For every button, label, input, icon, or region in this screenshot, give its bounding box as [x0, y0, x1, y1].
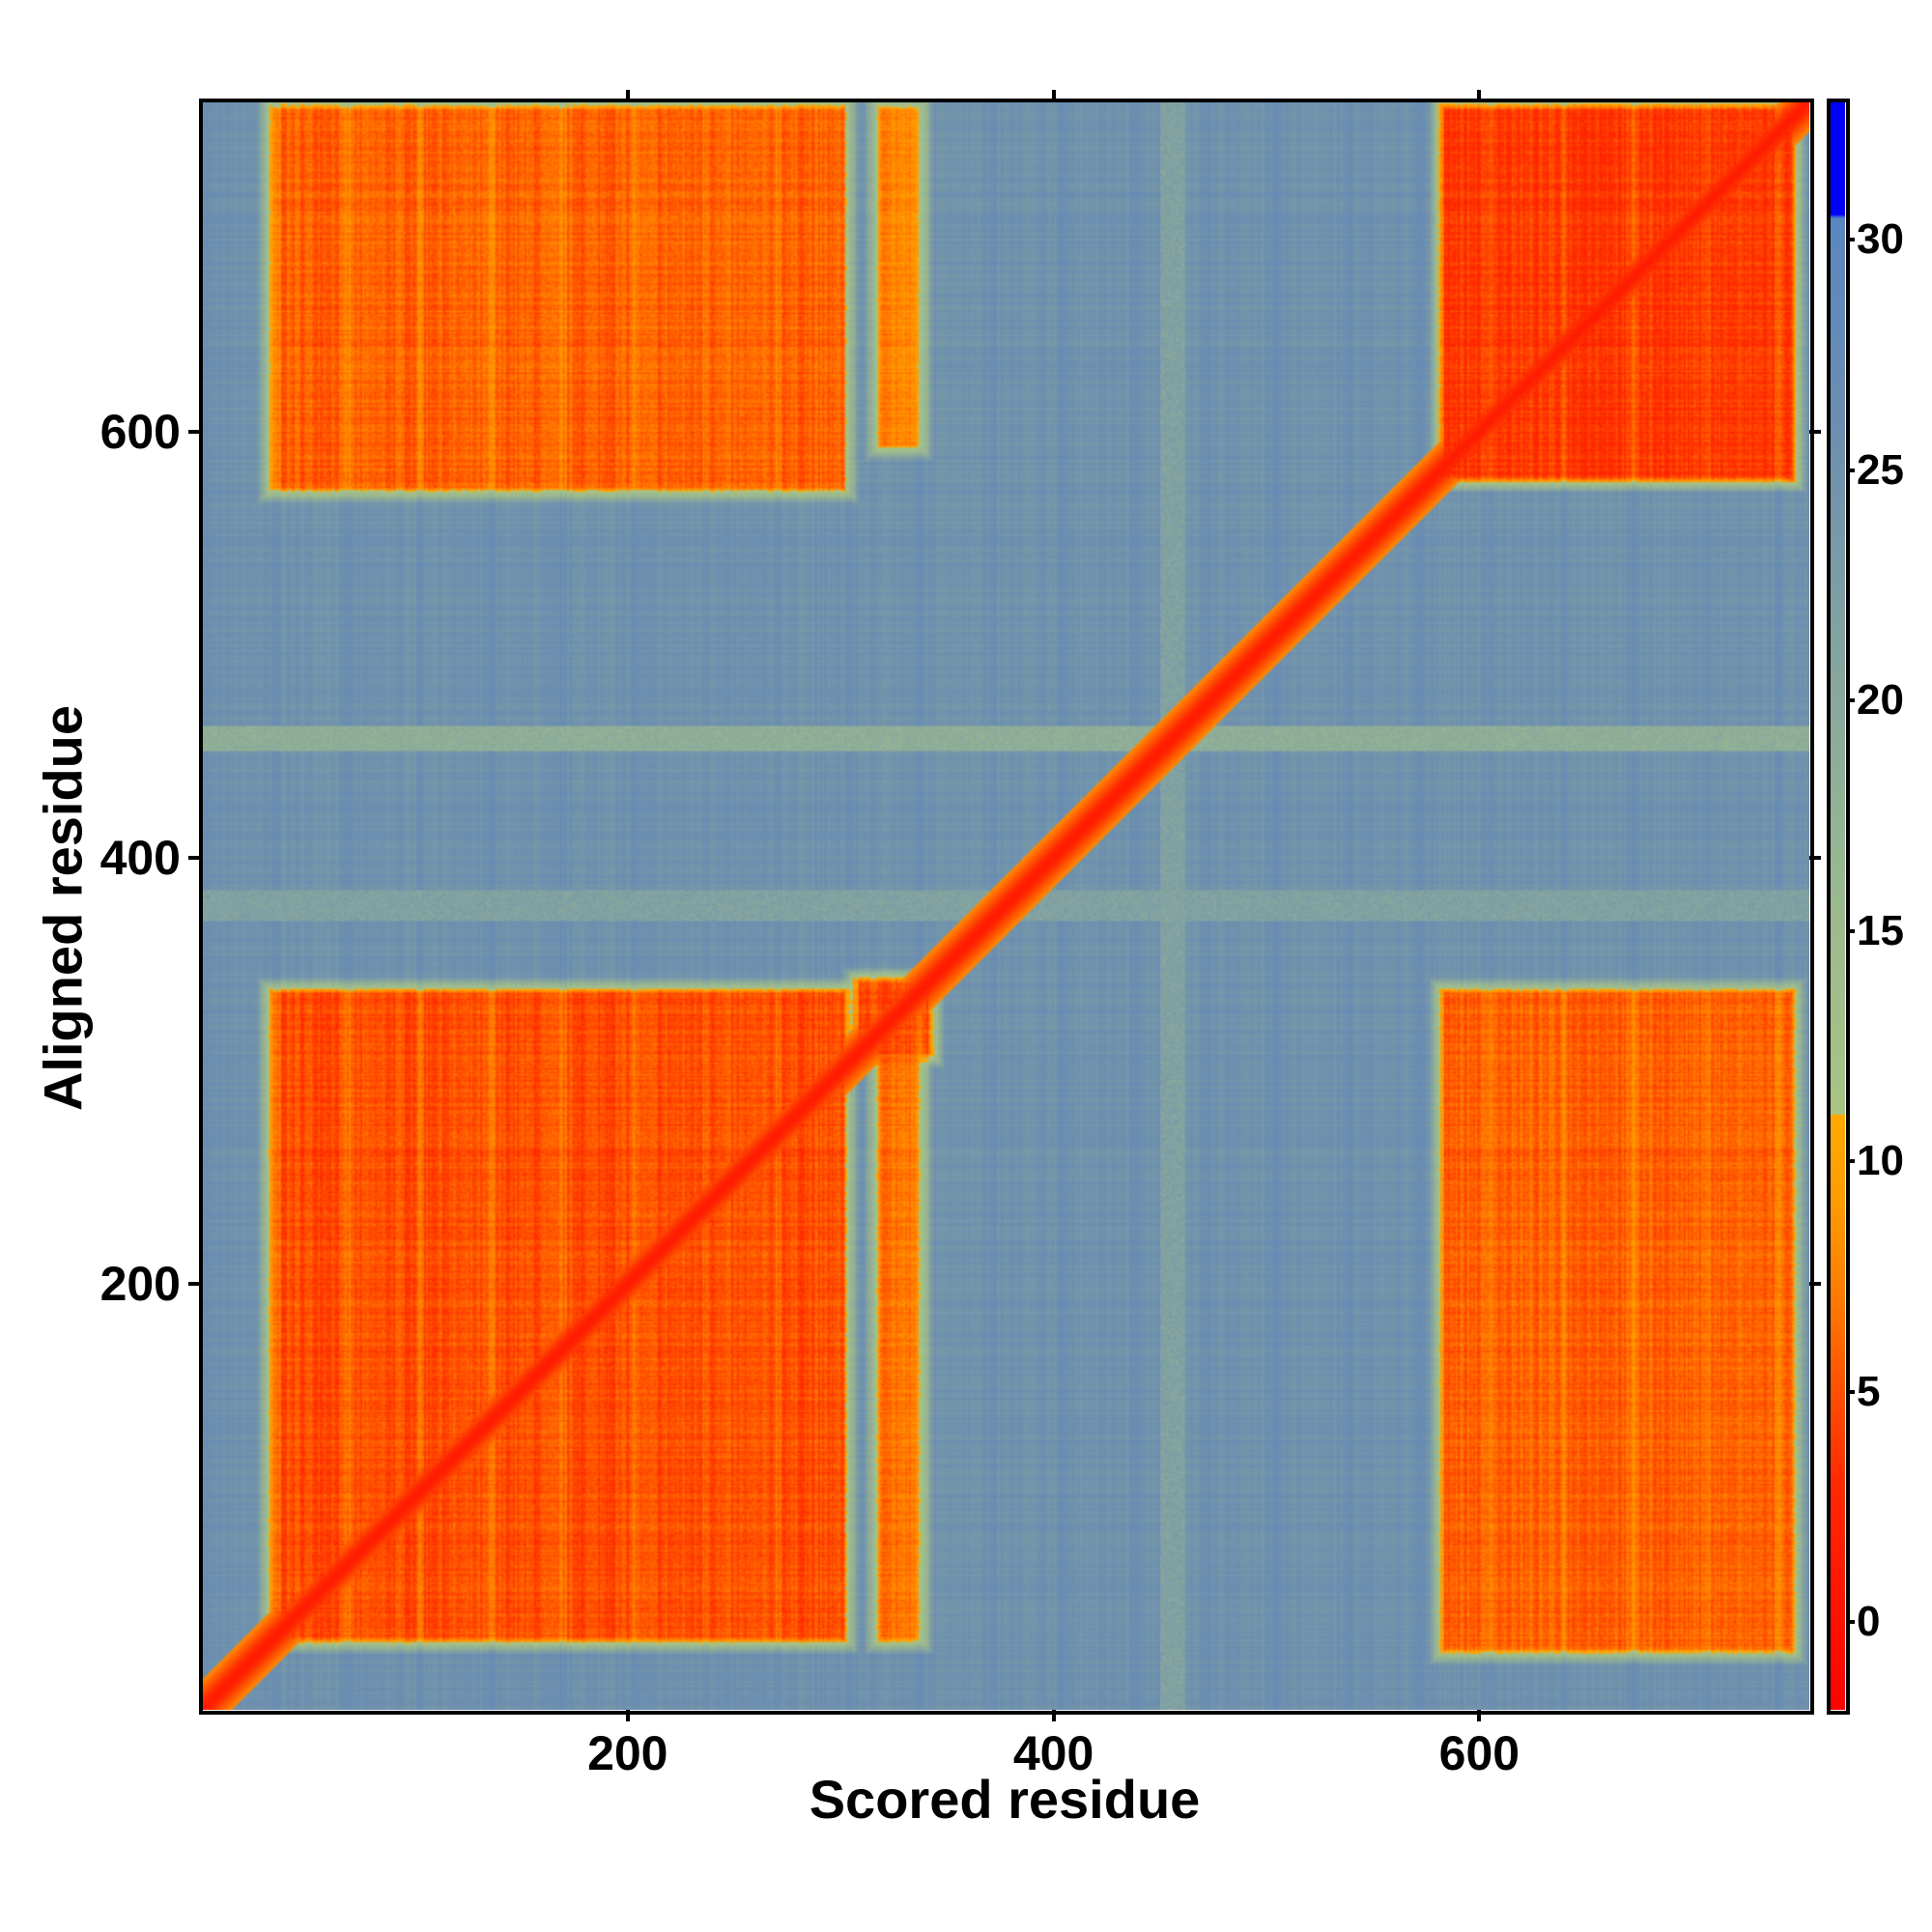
- colorbar-tick-mark: [1847, 698, 1855, 703]
- y-tick-label: 400: [99, 830, 181, 885]
- colorbar: [1830, 101, 1845, 1710]
- plot-frame: [199, 99, 1814, 1715]
- x-axis-title: Scored residue: [809, 1769, 1201, 1830]
- x-tick-mark: [1477, 1710, 1482, 1721]
- colorbar-tick-label: 20: [1857, 676, 1904, 724]
- y-tick-mark: [188, 1281, 200, 1286]
- y-tick-mark: [188, 429, 200, 434]
- y-tick-label: 200: [99, 1256, 181, 1311]
- x-tick-mark-top: [625, 90, 630, 101]
- colorbar-tick-mark: [1847, 468, 1855, 472]
- x-tick-mark: [625, 1710, 630, 1721]
- x-tick-mark: [1051, 1710, 1056, 1721]
- colorbar-tick-label: 25: [1857, 445, 1904, 494]
- y-tick-mark: [188, 855, 200, 860]
- x-tick-label: 400: [1012, 1726, 1094, 1780]
- colorbar-tick-mark: [1847, 1620, 1855, 1625]
- y-tick-mark-right: [1809, 429, 1821, 434]
- x-tick-label: 200: [587, 1726, 668, 1780]
- colorbar-tick-mark: [1847, 1159, 1855, 1164]
- colorbar-tick-label: 15: [1857, 906, 1904, 954]
- x-tick-label: 600: [1438, 1726, 1520, 1780]
- colorbar-tick-mark: [1847, 1389, 1855, 1394]
- colorbar-tick-label: 10: [1857, 1137, 1904, 1185]
- y-axis-title: Aligned residue: [32, 704, 94, 1112]
- colorbar-frame: [1827, 99, 1850, 1715]
- colorbar-tick-mark: [1847, 928, 1855, 933]
- colorbar-tick-label: 30: [1857, 215, 1904, 264]
- y-tick-mark-right: [1809, 1281, 1821, 1286]
- pae-heatmap: [202, 101, 1809, 1710]
- colorbar-tick-mark: [1847, 238, 1855, 242]
- x-tick-mark-top: [1051, 90, 1056, 101]
- colorbar-tick-label: 5: [1857, 1367, 1881, 1415]
- x-tick-mark-top: [1477, 90, 1482, 101]
- y-tick-mark-right: [1809, 855, 1821, 860]
- y-tick-label: 600: [99, 404, 181, 459]
- colorbar-tick-label: 0: [1857, 1598, 1881, 1646]
